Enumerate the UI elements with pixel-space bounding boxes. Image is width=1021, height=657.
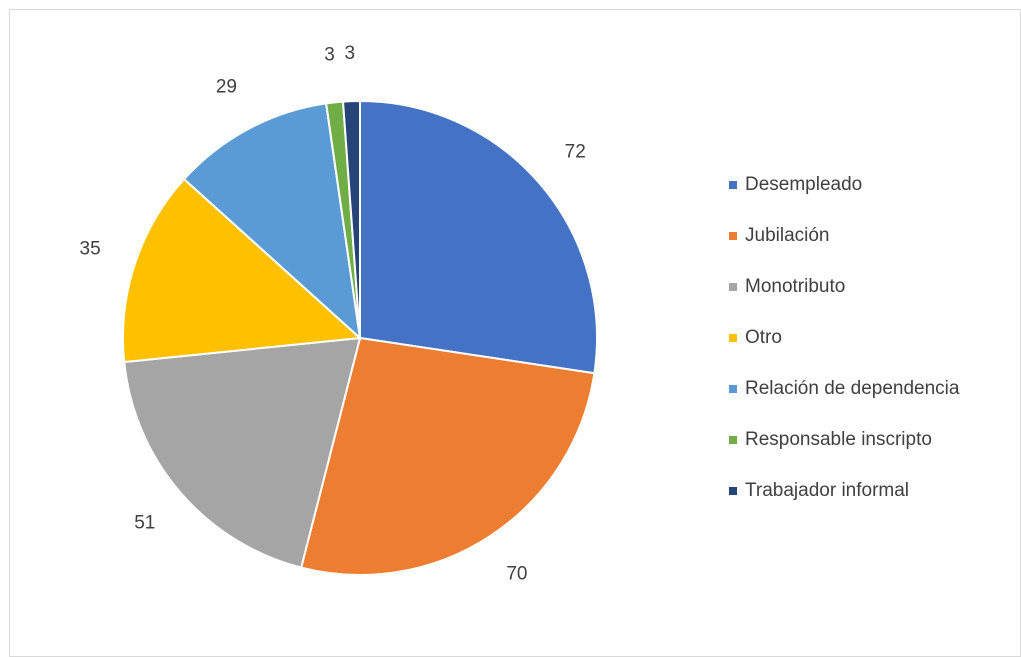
pie-slice: [182, 102, 362, 341]
data-label: 29: [216, 76, 237, 97]
data-label: 3: [345, 43, 356, 64]
data-label: 70: [506, 564, 527, 585]
data-label: 72: [565, 142, 586, 163]
legend-label: Jubilación: [745, 225, 830, 246]
legend-label: Otro: [745, 327, 782, 348]
legend-swatch: [729, 385, 737, 393]
pie-slice: [299, 336, 596, 576]
data-label: 51: [134, 512, 155, 533]
pie-slice: [122, 177, 363, 364]
pie-slice: [341, 99, 361, 339]
legend-swatch: [729, 487, 737, 495]
legend-label: Desempleado: [745, 174, 862, 195]
legend-label: Trabajador informal: [745, 480, 909, 501]
legend-label: Monotributo: [745, 276, 845, 297]
legend-label: Relación de dependencia: [745, 378, 960, 399]
legend-swatch: [729, 232, 737, 240]
data-label: 35: [80, 239, 101, 260]
data-label: 3: [324, 45, 335, 66]
legend-swatch: [729, 334, 737, 342]
legend-label: Responsable inscripto: [745, 429, 932, 450]
legend-swatch: [729, 436, 737, 444]
legend-swatch: [729, 283, 737, 291]
pie-slice: [359, 99, 598, 375]
legend-swatch: [729, 181, 737, 189]
pie-slice: [123, 336, 362, 569]
